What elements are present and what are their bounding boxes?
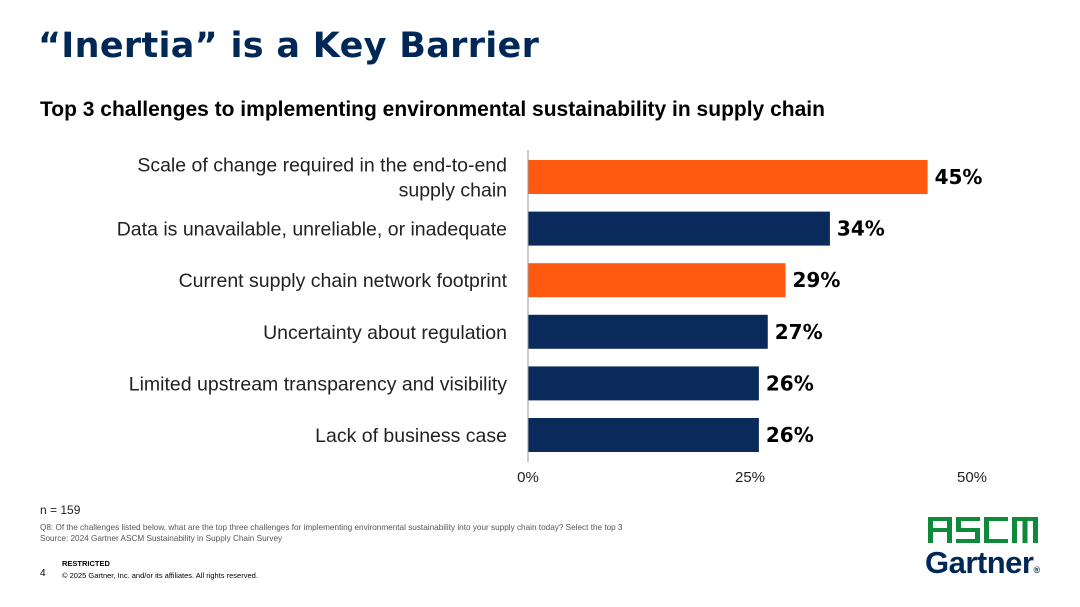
value-label-3: 29% <box>793 268 841 292</box>
ascm-logo <box>928 517 1038 543</box>
slide-title: “Inertia” is a Key Barrier <box>38 26 540 66</box>
survey-question-note: Q8: Of the challenges listed below, what… <box>40 523 623 532</box>
classification-label: RESTRICTED <box>62 559 110 568</box>
category-label-2: Data is unavailable, unreliable, or inad… <box>117 219 507 241</box>
value-label-6: 26% <box>766 423 814 447</box>
bar-3 <box>528 263 786 298</box>
category-label-5: Limited upstream transparency and visibi… <box>129 373 508 395</box>
bar-6 <box>528 418 759 452</box>
value-label-4: 27% <box>775 320 823 344</box>
bar-2 <box>528 211 830 246</box>
x-tick-label-1: 0% <box>517 469 539 486</box>
gartner-wordmark: Gartner <box>925 545 1034 580</box>
bar-chart: Scale of change required in the end-to-e… <box>117 150 987 486</box>
x-tick-label-2: 25% <box>735 469 765 486</box>
bar-5 <box>528 366 759 401</box>
copyright-text: © 2025 Gartner, Inc. and/or its affiliat… <box>62 571 258 580</box>
source-note: Source: 2024 Gartner ASCM Sustainability… <box>40 534 283 543</box>
bar-1 <box>528 160 928 194</box>
bar-4 <box>528 314 768 349</box>
category-label-4: Uncertainty about regulation <box>263 322 507 344</box>
value-label-2: 34% <box>837 217 885 241</box>
sample-size-note: n = 159 <box>40 503 81 517</box>
registered-mark: ® <box>1033 565 1040 575</box>
x-tick-label-3: 50% <box>957 469 987 486</box>
category-label-3: Current supply chain network footprint <box>179 270 508 292</box>
value-label-1: 45% <box>935 165 983 189</box>
gartner-logo: Gartner® <box>925 545 1040 581</box>
category-label-6: Lack of business case <box>315 425 507 447</box>
category-label-1: Scale of change required in the end-to-e… <box>137 155 507 202</box>
chart-subtitle: Top 3 challenges to implementing environ… <box>40 98 825 121</box>
page-number: 4 <box>40 568 46 579</box>
value-label-5: 26% <box>766 371 814 395</box>
